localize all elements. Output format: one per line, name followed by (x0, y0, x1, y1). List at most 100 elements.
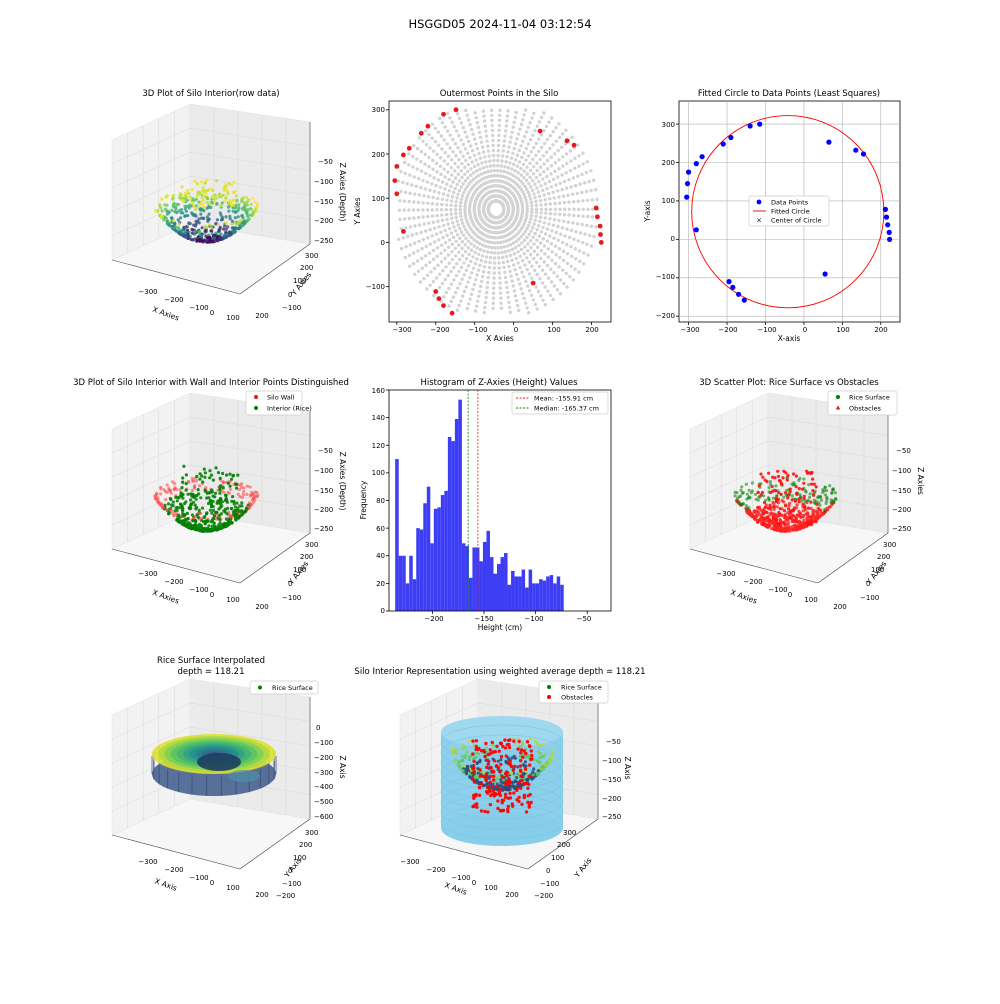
data-point (209, 205, 213, 210)
data-point (436, 178, 441, 182)
grid-line (477, 702, 599, 722)
rice-point (169, 497, 173, 502)
histogram-bar (451, 441, 455, 611)
data-point (524, 158, 528, 162)
data-point (489, 108, 494, 113)
y-axis-line (527, 818, 599, 870)
data-point (474, 278, 478, 282)
data-point (253, 200, 258, 204)
data-point (503, 250, 508, 254)
data-point (472, 153, 477, 158)
data-point (184, 191, 188, 195)
obstacle-point (814, 516, 818, 520)
data-point (483, 170, 487, 175)
data-point (458, 226, 462, 231)
data-point (435, 170, 439, 174)
rice-point (484, 746, 488, 750)
data-point (233, 210, 237, 214)
x-axis-label: X Axies (151, 305, 180, 323)
rice-point (473, 775, 477, 779)
surface-point (465, 764, 469, 768)
data-point (548, 197, 552, 201)
data-point (581, 199, 585, 203)
data-point (421, 215, 425, 219)
data-point (553, 201, 557, 206)
grid-line (767, 416, 889, 436)
data-point (467, 252, 471, 257)
rice-point (213, 525, 217, 530)
data-point (533, 129, 537, 133)
data-point (450, 242, 454, 246)
data-point (496, 143, 501, 148)
data-point (396, 179, 400, 183)
data-point (575, 222, 580, 226)
data-point (230, 222, 234, 226)
data-point (460, 246, 464, 251)
obstacle-point (747, 508, 751, 512)
histogram-bar (454, 419, 459, 611)
data-point (466, 176, 470, 180)
data-point (465, 185, 469, 189)
data-point (446, 245, 451, 249)
data-point (479, 140, 484, 144)
legend-marker-rice (547, 685, 551, 689)
rice-point (183, 501, 187, 506)
panel-outermost: Outermost Points in the Silo −300 −200 −… (353, 89, 612, 343)
data-point (460, 240, 465, 244)
z-tick-label: −100 (314, 178, 333, 186)
z-axis-label: Z Axis (338, 755, 347, 778)
data-point (190, 227, 194, 231)
data-point (510, 258, 514, 262)
data-point (428, 173, 432, 178)
surface-point (524, 778, 529, 782)
data-point (530, 204, 534, 208)
surface-point (510, 756, 514, 760)
x-tick-label: −200 (743, 578, 762, 586)
data-point (234, 194, 239, 198)
data-point (442, 138, 446, 142)
obstacle-point (755, 510, 760, 514)
obstacle-point (472, 770, 476, 774)
data-point (510, 279, 514, 283)
y-tick-label: 140 (372, 414, 385, 422)
obstacle-point (501, 775, 505, 779)
obstacle-point (795, 506, 799, 510)
data-point (191, 238, 195, 242)
data-point (538, 277, 542, 281)
data-point (407, 163, 411, 167)
data-point (555, 274, 559, 278)
data-point (463, 147, 468, 151)
data-point (180, 230, 184, 234)
y-tick-label: 100 (293, 277, 306, 285)
data-point (508, 242, 513, 247)
data-point (197, 230, 201, 234)
obstacle-point (756, 490, 760, 494)
obstacle-point (763, 519, 767, 523)
data-point (453, 142, 458, 146)
data-point (492, 266, 496, 270)
data-point (397, 208, 402, 212)
data-point (571, 221, 575, 225)
data-point (525, 204, 529, 208)
data-point (435, 202, 439, 206)
data-point (530, 276, 534, 280)
data-point (558, 278, 563, 282)
data-point (458, 207, 462, 212)
data-point (497, 123, 501, 128)
panel-3d-raw: 3D Plot of Silo Interior(row data) −300 … (111, 89, 347, 323)
surface-point (521, 772, 525, 776)
legend-label: Interior (Rice) (267, 405, 312, 413)
obstacle-point (776, 525, 780, 529)
rice-point (548, 758, 552, 762)
data-point (539, 241, 543, 245)
data-point (476, 299, 480, 303)
histogram-bar (560, 584, 564, 611)
surface-point (504, 759, 508, 764)
data-point (853, 147, 859, 153)
data-point (517, 237, 521, 241)
obstacle-point (783, 516, 787, 520)
data-point (461, 142, 465, 147)
y-axis-line (239, 818, 311, 870)
data-point (441, 268, 445, 273)
obstacle-point (515, 787, 519, 791)
